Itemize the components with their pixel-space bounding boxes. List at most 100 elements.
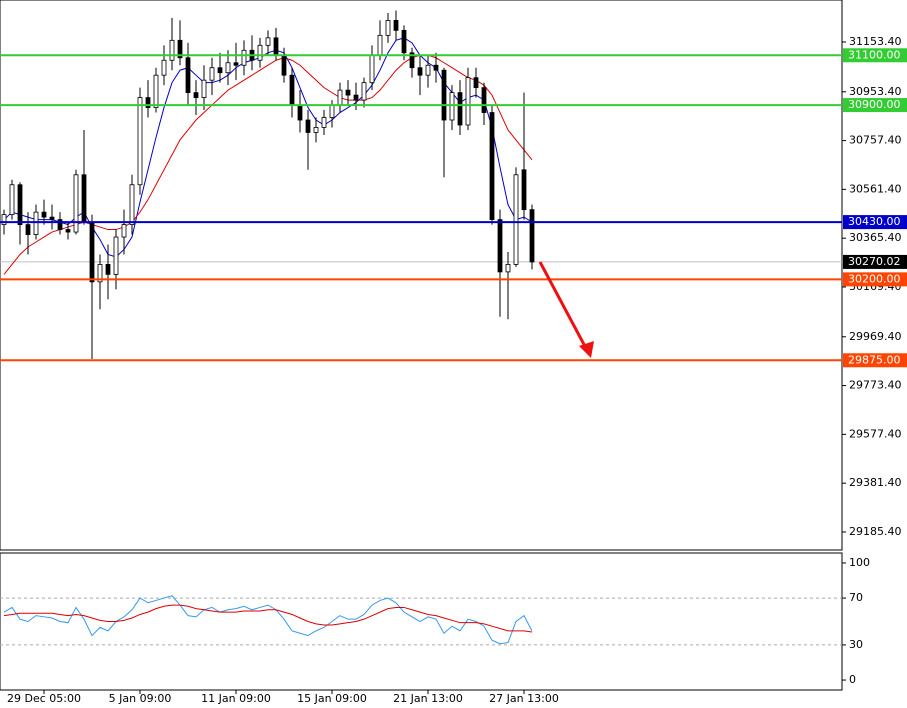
current-price-box [843, 254, 907, 269]
candle-body [1, 214, 7, 225]
candle-body [497, 219, 503, 273]
level-label: 30200.00 [848, 272, 901, 285]
candle-body [49, 216, 55, 221]
candle-body [137, 97, 143, 186]
candle-body [57, 219, 63, 230]
candle-body [265, 37, 271, 46]
candle-body [89, 221, 95, 283]
y-tick-label: 0 [849, 673, 856, 686]
candle-body [217, 67, 223, 74]
candle-body [209, 67, 215, 81]
candle-body [225, 62, 231, 74]
y-tick-label: 30953.40 [849, 85, 902, 98]
candle-body [145, 97, 151, 108]
candle-body [289, 74, 295, 106]
candle-body [33, 211, 39, 235]
candle-body [385, 20, 391, 36]
candle-body [185, 57, 191, 94]
candle-body [321, 117, 327, 128]
oscillator-panel [0, 552, 843, 691]
candle-body [113, 236, 119, 275]
y-tick-label: 70 [849, 591, 863, 604]
candle-body [353, 94, 359, 101]
y-tick-label: 29577.40 [849, 427, 902, 440]
candle-body [361, 82, 367, 101]
candle-body [313, 127, 319, 133]
oscillator-line [3, 604, 533, 633]
candle-body [193, 92, 199, 99]
candle-body [449, 92, 455, 121]
level-box [843, 353, 907, 368]
candle-body [489, 112, 495, 221]
candle-body [273, 37, 279, 56]
candle-body [297, 104, 303, 121]
candle-body [377, 34, 383, 56]
y-tick-label: 30757.40 [849, 134, 902, 147]
candle-body [201, 79, 207, 99]
candle-body [233, 62, 239, 66]
x-tick-label: 21 Jan 13:00 [393, 692, 463, 705]
level-box [843, 48, 907, 63]
level-label: 29875.00 [848, 353, 901, 366]
candle-body [65, 229, 71, 233]
level-label: 30900.00 [848, 98, 901, 111]
candle-body [73, 174, 79, 233]
candle-body [161, 59, 167, 76]
y-tick-label: 30561.40 [849, 182, 902, 195]
x-tick-label: 5 Jan 09:00 [109, 692, 172, 705]
candle-body [257, 44, 263, 61]
candle-body [169, 39, 175, 61]
level-box [843, 272, 907, 287]
candle-body [513, 174, 519, 265]
candle-body [457, 92, 463, 126]
candle-body [17, 184, 23, 225]
y-tick-label: 29969.40 [849, 330, 902, 343]
y-tick-label: 29773.40 [849, 379, 902, 392]
x-tick-label: 27 Jan 13:00 [489, 692, 559, 705]
y-tick-label: 29381.40 [849, 476, 902, 489]
candle-body [9, 184, 15, 216]
arrow-shaft [538, 261, 590, 353]
x-tick-label: 15 Jan 09:00 [297, 692, 367, 705]
candle-body [81, 174, 87, 223]
candle-body [337, 89, 343, 106]
candle-body [409, 52, 415, 69]
y-tick-label: 100 [849, 556, 870, 569]
level-label: 31100.00 [848, 48, 901, 61]
candle-body [177, 39, 183, 59]
candle-body [481, 87, 487, 113]
x-tick-label: 11 Jan 09:00 [201, 692, 271, 705]
candle-body [433, 64, 439, 71]
candle-body [473, 77, 479, 89]
candle-body [241, 49, 247, 66]
candle-body [505, 264, 511, 273]
candle-body [25, 224, 31, 235]
candle-body [105, 264, 111, 275]
level-box [843, 98, 907, 113]
candle-body [401, 29, 407, 54]
y-tick-label: 30365.40 [849, 231, 902, 244]
candle-body [345, 89, 351, 96]
candle-body [305, 119, 311, 133]
candle-body [97, 264, 103, 283]
candle-body [465, 77, 471, 126]
oscillator-line [3, 595, 533, 645]
x-tick-label: 29 Dec 05:00 [7, 692, 81, 705]
candle-body [329, 104, 335, 118]
current-price-label: 30270.02 [848, 255, 901, 268]
y-tick-label: 30 [849, 638, 863, 651]
candle-body [417, 67, 423, 76]
candle-body [393, 20, 399, 31]
level-label: 30430.00 [848, 215, 901, 228]
candle-body [529, 209, 535, 263]
main-panel [0, 0, 843, 551]
candle-body [41, 211, 47, 218]
candle-body [153, 74, 159, 108]
level-box [843, 215, 907, 230]
arrow-head [579, 341, 594, 358]
y-tick-label: 31153.40 [849, 35, 902, 48]
candle-body [281, 54, 287, 76]
candle-body [425, 64, 431, 76]
